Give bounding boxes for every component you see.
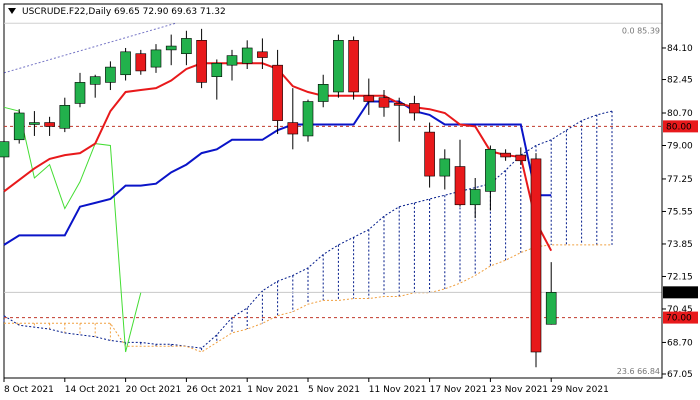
senkou-span-b: [4, 244, 612, 353]
x-tick-label: 11 Nov 2021: [369, 385, 427, 395]
level-80-tag-box: [663, 120, 698, 133]
chart-header: USCRUDE.F22,Daily 69.65 72.90 69.63 71.3…: [22, 7, 226, 17]
candle-bear[interactable]: [454, 166, 466, 206]
candle-bear[interactable]: [348, 40, 359, 93]
plot-area: [3, 3, 663, 379]
candle-bear[interactable]: [44, 122, 55, 127]
candle-bull[interactable]: [469, 189, 481, 206]
y-tick-label: 67.05: [667, 370, 693, 380]
candle-bull[interactable]: [74, 82, 86, 104]
candle-bull[interactable]: [181, 38, 192, 55]
candle-bull[interactable]: [439, 158, 451, 177]
candle-bear[interactable]: [393, 103, 405, 106]
candle-bear[interactable]: [500, 152, 511, 158]
last-price-tag-box: [663, 286, 698, 299]
candle-bear[interactable]: [515, 154, 527, 162]
candle-bull[interactable]: [29, 122, 40, 125]
y-tick-label: 72.15: [667, 272, 693, 282]
x-tick-label: 14 Oct 2021: [65, 385, 121, 395]
candle-bull[interactable]: [485, 149, 496, 192]
candle-bear[interactable]: [409, 103, 420, 114]
y-tick-label: 73.85: [667, 240, 693, 250]
candle-bear[interactable]: [530, 158, 542, 353]
candle-bull[interactable]: [241, 47, 253, 64]
y-tick-label: 79.00: [667, 141, 693, 151]
x-tick-label: 23 Nov 2021: [490, 385, 548, 395]
level-70-tag-text: 70.00: [666, 314, 692, 324]
y-tick-label: 68.70: [667, 338, 693, 348]
y-tick-label: 80.70: [667, 109, 693, 119]
x-tick-label: 1 Nov 2021: [247, 385, 299, 395]
candle-bear[interactable]: [257, 51, 268, 58]
fib-0-label: 0.0 85.39: [622, 26, 660, 35]
candle-bull[interactable]: [333, 40, 344, 93]
candle-bear[interactable]: [378, 97, 390, 108]
y-tick-label: 84.10: [667, 44, 693, 54]
y-tick-label: 77.25: [667, 175, 693, 185]
level-80-tag-text: 80.00: [666, 122, 692, 132]
y-tick-label: 70.45: [667, 305, 693, 315]
candle-bull[interactable]: [0, 141, 10, 158]
level-70-tag-box: [663, 311, 698, 324]
candle-bear[interactable]: [424, 131, 435, 177]
y-tick-label: 75.55: [667, 207, 693, 217]
candle-bull[interactable]: [120, 51, 131, 76]
trendline-upper: [3, 22, 177, 74]
x-tick-label: 17 Nov 2021: [430, 385, 488, 395]
candle-bull[interactable]: [302, 101, 314, 137]
candle-bull[interactable]: [317, 84, 329, 102]
x-tick-label: 29 Nov 2021: [551, 385, 609, 395]
candle-bull[interactable]: [105, 66, 116, 83]
candle-bull[interactable]: [226, 55, 238, 66]
x-tick-label: 8 Oct 2021: [4, 385, 54, 395]
candle-bear[interactable]: [363, 95, 375, 102]
candle-bull[interactable]: [89, 76, 101, 85]
candle-bull[interactable]: [59, 105, 71, 129]
last-price-tag-text: 71.32: [666, 288, 692, 298]
candle-bear[interactable]: [272, 64, 283, 121]
y-tick-label: 82.45: [667, 76, 693, 86]
candle-bull[interactable]: [150, 49, 162, 68]
candle-bull[interactable]: [211, 62, 223, 77]
x-tick-label: 5 Nov 2021: [308, 385, 360, 395]
symbol-menu-icon[interactable]: [8, 8, 16, 14]
chikou-span: [3, 106, 142, 353]
candle-bull[interactable]: [545, 292, 557, 325]
candle-bull[interactable]: [13, 112, 25, 141]
fib-236-label: 23.6 66.84: [617, 367, 660, 376]
senkou-span-a: [3, 110, 613, 349]
x-tick-label: 26 Oct 2021: [186, 385, 242, 395]
candle-bear[interactable]: [196, 40, 207, 83]
candle-bear[interactable]: [135, 53, 147, 72]
candle-bear[interactable]: [287, 122, 299, 135]
x-tick-label: 20 Oct 2021: [126, 385, 182, 395]
candle-bull[interactable]: [165, 45, 177, 51]
